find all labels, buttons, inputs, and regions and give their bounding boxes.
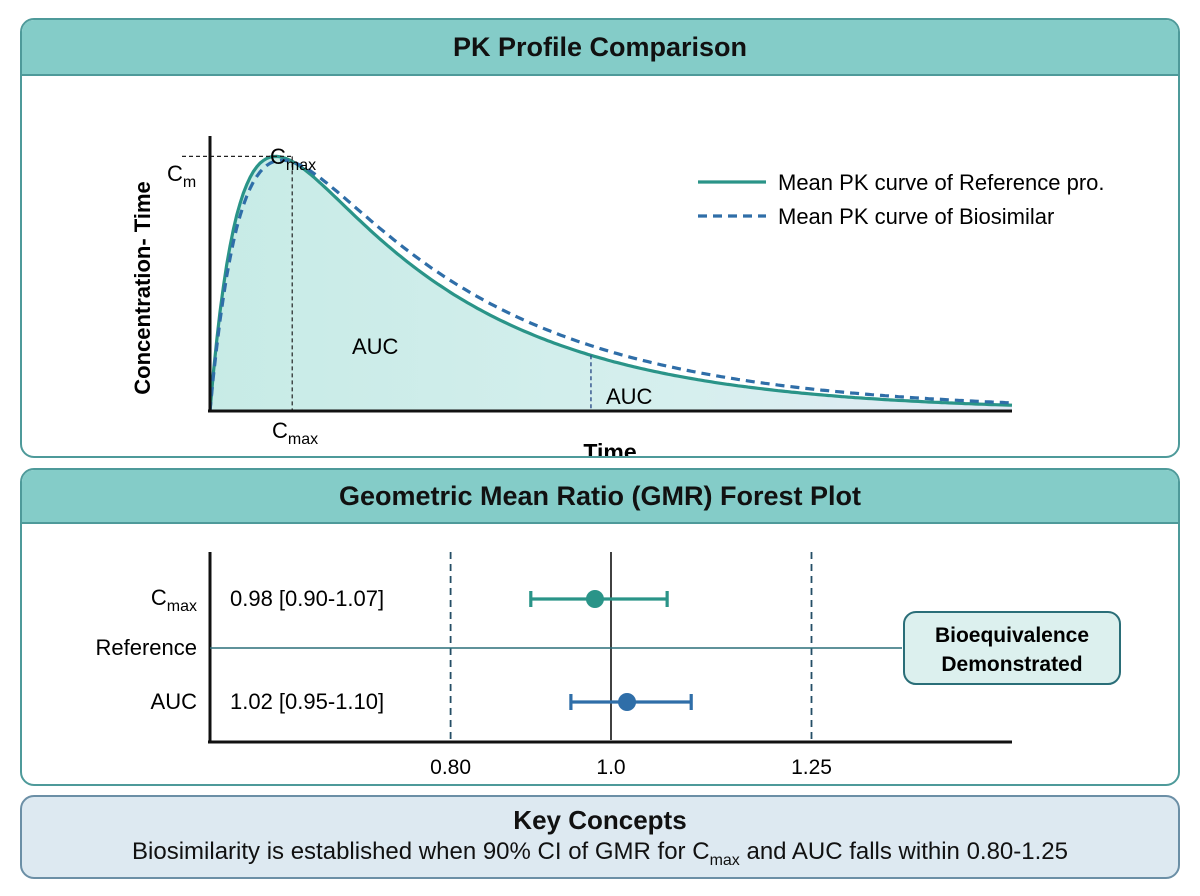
pk-chart: Cm Cmax Cmax AUC AUC Time Concentration-… [130,136,1105,456]
key-concepts-text: Biosimilarity is established when 90% CI… [132,838,1068,869]
cmax-top-label: Cmax [270,144,316,174]
pk-profile-panel: PK Profile Comparison Cm Cmax Cmax AUC A… [20,18,1180,458]
x-tick-100: 1.0 [596,756,625,779]
row-label-auc: AUC [151,689,198,714]
point-estimate-auc [618,693,637,711]
row-value-cmax: 0.98 [0.90-1.07] [230,586,384,611]
y-tick-cm: Cm [167,161,196,191]
key-concepts-title: Key Concepts [513,805,687,835]
key-concepts-panel: Key Concepts Biosimilarity is establishe… [20,795,1180,879]
row-value-auc: 1.02 [0.95-1.10] [230,689,384,714]
pk-panel-title: PK Profile Comparison [22,20,1178,76]
forest-panel-title: Geometric Mean Ratio (GMR) Forest Plot [22,470,1178,524]
cmax-bottom-label: Cmax [272,418,318,448]
point-estimate-cmax [585,590,604,608]
y-axis-label: Concentration- Time [130,181,155,395]
legend-label-biosimilar: Mean PK curve of Biosimilar [778,204,1054,229]
auc-area [210,156,1012,411]
row-label-cmax: Cmax [151,585,197,615]
row-label-reference: Reference [95,635,197,660]
auc-label-tail: AUC [606,384,653,409]
badge-line-1: Bioequivalence [935,624,1089,647]
badge-line-2: Demonstrated [941,653,1082,676]
reference-curve [208,154,1013,412]
x-axis-label: Time [583,439,636,456]
x-tick-125: 1.25 [791,756,832,779]
legend-label-reference: Mean PK curve of Reference pro. [778,170,1105,195]
x-tick-080: 0.80 [430,756,471,779]
auc-label-main: AUC [352,334,399,359]
biosimilar-curve [208,158,1013,412]
bioequivalence-badge [903,611,1121,685]
forest-plot-panel: Geometric Mean Ratio (GMR) Forest Plot C… [20,468,1180,786]
forest-chart: Cmax 0.98 [0.90-1.07] Reference AUC 1.02… [95,552,1121,779]
